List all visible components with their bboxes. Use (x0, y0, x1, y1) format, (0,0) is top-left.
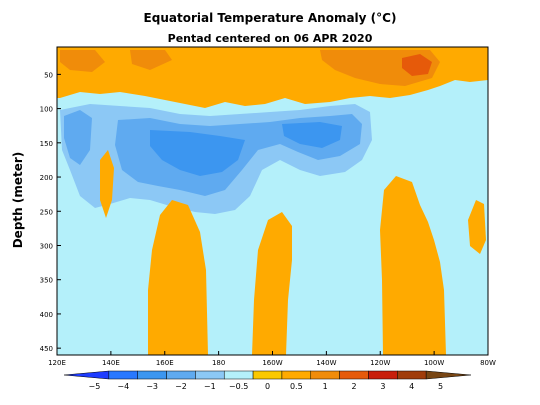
colorbar-swatch (137, 370, 167, 380)
colorbar-swatch (223, 370, 254, 380)
x-tick-label: 140E (102, 359, 120, 367)
y-tick-label: 350 (40, 277, 53, 285)
colorbar-label: −1 (204, 382, 216, 391)
chart-subtitle: Pentad centered on 06 APR 2020 (168, 32, 373, 45)
anomaly-region-cold-core-west (64, 110, 92, 165)
colorbar-label: −0.5 (229, 382, 248, 391)
anomaly-region-deep-warm-central (252, 212, 292, 355)
x-tick-label: 120W (370, 359, 390, 367)
anomaly-region-deep-warm-west (148, 200, 208, 355)
colorbar-label: 4 (409, 382, 414, 391)
colorbar-label: 5 (438, 382, 443, 391)
chart-title: Equatorial Temperature Anomaly (°C) (144, 11, 397, 25)
colorbar-label: −2 (175, 382, 187, 391)
y-tick-label: 450 (40, 345, 53, 353)
anomaly-region-cold-core-strong (150, 130, 245, 176)
colorbar-swatch (310, 370, 340, 380)
colorbar: −5 −4 −3 −2 −1 −0.5 0 0.5 1 2 3 4 5 (63, 370, 472, 391)
colorbar-label: 0 (265, 382, 270, 391)
colorbar-label: −3 (146, 382, 158, 391)
colorbar-label: 0.5 (290, 382, 303, 391)
colorbar-swatch (252, 370, 283, 380)
anomaly-region-deep-warm-east (380, 176, 446, 355)
anomaly-region-warm-lens (100, 150, 114, 218)
colorbar-label: 1 (323, 382, 328, 391)
colorbar-swatch (281, 370, 312, 380)
y-tick-label: 150 (40, 140, 53, 148)
colorbar-label: −4 (117, 382, 129, 391)
colorbar-swatch (368, 370, 398, 380)
anomaly-region-cold-core-east (282, 122, 342, 148)
x-tick-label: 80W (480, 359, 496, 367)
y-tick-label: 250 (40, 208, 53, 216)
anomaly-region-deep-warm-far-east (468, 200, 486, 254)
colorbar-label: 2 (351, 382, 356, 391)
y-axis: 50 100 150 200 250 300 350 400 450 (40, 71, 61, 353)
colorbar-swatch (339, 370, 369, 380)
colorbar-label: 3 (380, 382, 385, 391)
x-tick-label: 100W (424, 359, 444, 367)
anomaly-region-warm-1 (60, 50, 105, 72)
x-tick-label: 140W (316, 359, 336, 367)
colorbar-swatch (397, 370, 427, 380)
y-axis-label: Depth (meter) (11, 152, 25, 249)
colorbar-swatch (63, 370, 110, 380)
x-tick-label: 160E (156, 359, 174, 367)
colorbar-swatch (195, 370, 225, 380)
x-tick-label: 120E (48, 359, 66, 367)
x-tick-label: 180 (212, 359, 225, 367)
y-tick-label: 200 (40, 174, 53, 182)
y-tick-label: 300 (40, 242, 53, 250)
y-tick-label: 100 (40, 106, 53, 114)
colorbar-label: −5 (89, 382, 101, 391)
x-tick-label: 160W (262, 359, 282, 367)
colorbar-swatch (108, 370, 138, 380)
anomaly-region-warm-2 (130, 50, 172, 70)
y-tick-label: 400 (40, 311, 53, 319)
colorbar-swatch (425, 370, 472, 380)
x-axis: 120E 140E 160E 180 160W 140W 120W 100W 80W (48, 351, 496, 367)
plot-area (57, 47, 488, 355)
colorbar-swatch (166, 370, 196, 380)
anomaly-region-hot-spot (402, 54, 432, 76)
y-tick-label: 50 (44, 71, 53, 79)
